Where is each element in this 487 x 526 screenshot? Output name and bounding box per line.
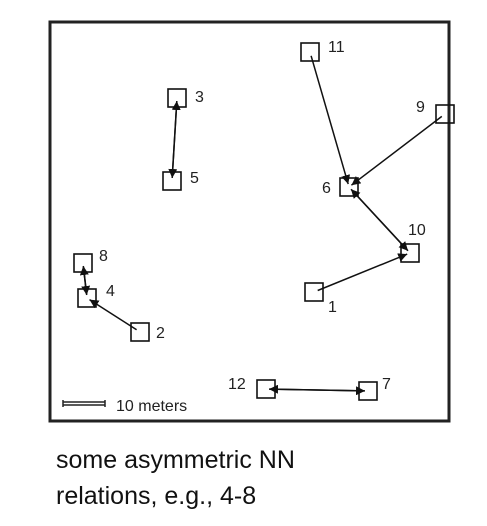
point-label-12: 12 [228, 376, 246, 393]
point-label-1: 1 [328, 299, 337, 316]
caption-line-1: some asymmetric NN [56, 446, 295, 474]
point-marker-11 [300, 42, 320, 62]
scale-bar: 10 meters [62, 398, 187, 415]
point-label-4: 4 [106, 283, 115, 300]
nn-arrow-9-to-6 [350, 115, 443, 186]
point-marker-5 [162, 171, 182, 191]
point-8: 8 [73, 248, 108, 273]
point-label-7: 7 [382, 376, 391, 393]
nn-arrow-10-to-6 [350, 188, 408, 251]
point-1: 1 [304, 282, 337, 316]
point-marker-1 [304, 282, 324, 302]
nn-arrow-11-to-6 [310, 55, 351, 185]
point-label-8: 8 [99, 248, 108, 265]
nn-arrow-7-to-12 [268, 384, 365, 394]
point-marker-8 [73, 253, 93, 273]
point-5: 5 [162, 170, 199, 191]
point-marker-3 [167, 88, 187, 108]
point-4: 4 [77, 283, 115, 308]
point-12: 12 [228, 376, 276, 399]
point-marker-9 [435, 104, 455, 124]
nn-arrow-2-to-4 [89, 298, 138, 331]
point-6: 6 [322, 177, 359, 197]
point-marker-6 [339, 177, 359, 197]
caption-line-2: relations, e.g., 4-8 [56, 482, 257, 510]
point-11: 11 [300, 39, 345, 62]
point-label-11: 11 [328, 39, 345, 56]
point-label-9: 9 [416, 99, 425, 116]
caption: some asymmetric NN relations, e.g., 4-8 [56, 442, 476, 514]
point-9: 9 [416, 99, 455, 124]
point-label-2: 2 [156, 325, 165, 342]
point-marker-10 [400, 243, 420, 263]
point-3: 3 [167, 88, 204, 108]
point-label-10: 10 [408, 222, 426, 239]
point-marker-12 [256, 379, 276, 399]
point-2: 2 [130, 322, 165, 342]
point-marker-7 [358, 381, 378, 401]
point-10: 10 [400, 222, 426, 263]
nn-arrows [79, 55, 443, 396]
study-area-frame [48, 20, 451, 423]
nn-arrow-5-to-3 [171, 100, 181, 178]
point-label-6: 6 [322, 180, 331, 197]
point-marker-2 [130, 322, 150, 342]
point-7: 7 [358, 376, 391, 401]
nn-arrow-1-to-10 [317, 253, 408, 292]
point-marker-4 [77, 288, 97, 308]
scale-bar-label: 10 meters [116, 398, 187, 415]
point-label-3: 3 [195, 89, 204, 106]
point-label-5: 5 [190, 170, 199, 187]
